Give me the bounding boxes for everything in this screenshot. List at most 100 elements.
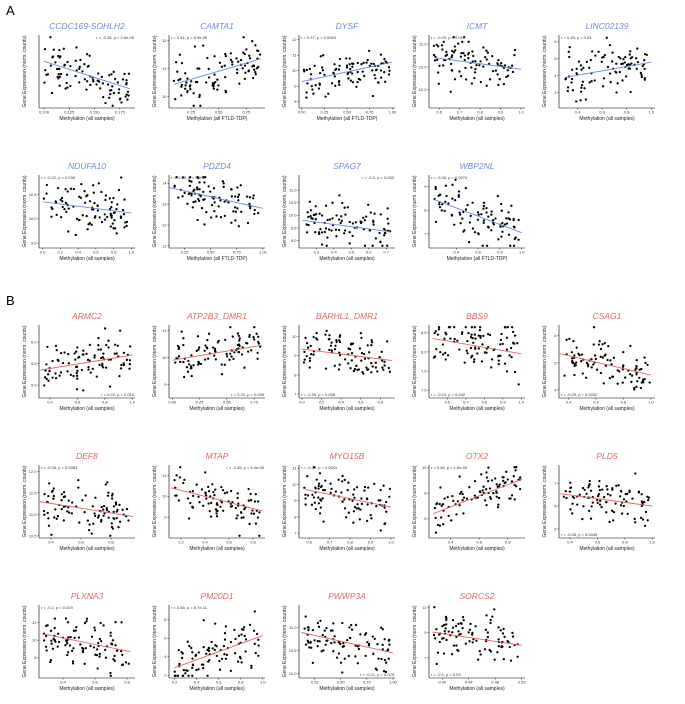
data-point [204, 358, 207, 361]
data-point [254, 70, 257, 74]
y-axis-label: Gene Expression (norm. counts) [152, 465, 158, 537]
data-point [337, 478, 340, 481]
data-point [458, 492, 462, 495]
data-point [503, 635, 506, 638]
data-point [215, 215, 218, 218]
data-point [81, 70, 84, 73]
y-tick-label: 12.0 [29, 469, 38, 474]
data-point [513, 53, 516, 57]
data-point [379, 240, 382, 243]
data-point [619, 504, 623, 507]
data-point [477, 232, 480, 235]
data-point [110, 73, 113, 76]
data-point [223, 492, 226, 495]
data-point [92, 208, 95, 211]
data-point [66, 86, 69, 89]
data-point [606, 493, 610, 496]
data-point [457, 630, 460, 633]
y-tick-label: 5 [554, 56, 557, 61]
x-tick-label: 0.00 [298, 110, 307, 115]
data-point [305, 231, 309, 234]
data-point [82, 389, 85, 392]
data-point [236, 195, 240, 199]
data-point [306, 494, 310, 497]
data-point [481, 343, 484, 346]
data-point [106, 215, 109, 219]
data-point [381, 366, 384, 369]
data-point [114, 77, 117, 81]
data-point [370, 517, 373, 520]
data-point [587, 486, 590, 489]
data-point [358, 347, 362, 350]
data-point [506, 69, 509, 72]
data-point [485, 503, 488, 507]
data-point [66, 510, 69, 513]
data-point [104, 483, 107, 486]
data-point [472, 54, 475, 58]
data-point [320, 231, 324, 234]
data-point [517, 383, 520, 386]
data-point [206, 357, 210, 360]
data-point [330, 229, 333, 232]
data-point [47, 379, 50, 382]
data-point [241, 67, 244, 70]
data-point [103, 512, 106, 515]
y-tick-label: 6 [424, 516, 427, 521]
y-tick-label: 6 [554, 333, 557, 338]
data-point [458, 348, 461, 351]
data-point [309, 640, 312, 644]
y-axis-label: Gene Expression (norm. counts) [412, 605, 418, 677]
y-tick-label: 9 [164, 515, 167, 520]
data-point [439, 486, 442, 489]
data-point [473, 494, 477, 497]
data-point [488, 333, 492, 337]
data-point [565, 496, 568, 500]
data-point [497, 83, 500, 87]
data-point [341, 500, 344, 503]
data-point [67, 362, 71, 365]
data-point [318, 232, 321, 236]
data-point [621, 79, 624, 82]
data-point [97, 336, 100, 340]
data-point [609, 81, 612, 84]
data-point [453, 223, 456, 226]
data-point [596, 494, 600, 498]
data-point [497, 645, 500, 648]
data-point [513, 48, 517, 52]
data-point [252, 512, 256, 515]
data-point [191, 505, 194, 508]
data-point [635, 385, 638, 388]
data-point [255, 67, 259, 70]
data-point [351, 72, 354, 75]
data-point [189, 501, 192, 505]
data-point [208, 510, 211, 513]
data-point [333, 364, 336, 367]
data-point [349, 342, 353, 345]
data-point [308, 366, 311, 369]
data-point [513, 483, 516, 486]
data-point [197, 363, 200, 366]
data-point [66, 642, 69, 645]
data-point [317, 496, 320, 499]
data-point [83, 63, 86, 66]
data-point [253, 338, 256, 341]
data-point [73, 352, 76, 355]
data-point [625, 75, 628, 78]
data-point [620, 512, 624, 515]
data-point [255, 332, 258, 335]
data-point [598, 489, 602, 492]
data-point [309, 73, 313, 76]
data-point [125, 358, 129, 361]
data-point [497, 58, 500, 62]
data-point [119, 216, 123, 220]
data-point [330, 487, 333, 490]
data-point [338, 79, 341, 83]
data-point [98, 637, 102, 641]
data-point [471, 641, 474, 644]
data-point [465, 349, 468, 352]
data-point [441, 203, 444, 206]
data-point [196, 67, 199, 70]
data-point [258, 534, 261, 537]
data-point [371, 69, 374, 72]
correlation-stat: r = 0.22, p = 0.035 [231, 392, 264, 397]
